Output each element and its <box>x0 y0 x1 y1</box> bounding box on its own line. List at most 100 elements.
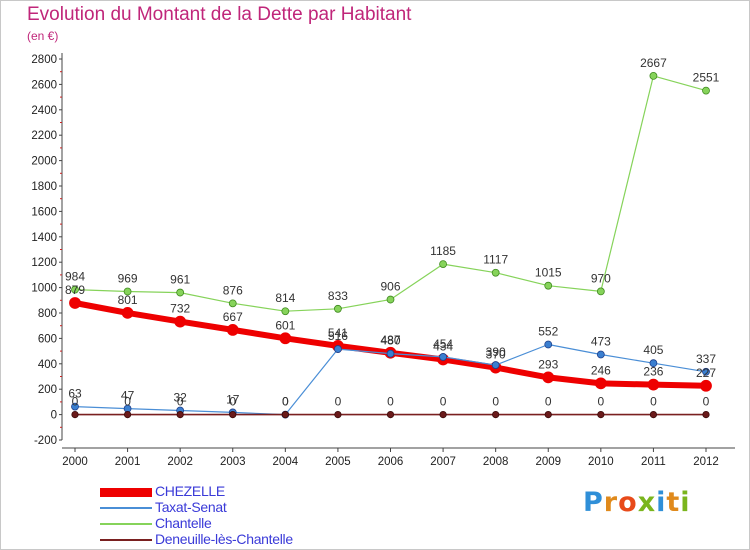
legend-swatch <box>100 523 152 525</box>
legend-swatch <box>100 539 152 541</box>
data-label-chantelle: 876 <box>223 283 243 297</box>
axes: -200020040060080010001200140016001800200… <box>31 53 735 468</box>
data-label-chantelle: 961 <box>170 273 190 287</box>
data-point-deneuille-l-s-chantelle <box>229 410 237 419</box>
data-point-chantelle <box>71 285 79 294</box>
x-tick-label: 2000 <box>62 456 88 468</box>
data-label-chezelle: 370 <box>486 348 506 362</box>
data-label-chezelle: 236 <box>643 365 663 379</box>
x-tick-label: 2009 <box>535 456 561 468</box>
data-point-deneuille-l-s-chantelle <box>439 410 447 419</box>
data-point-taxat-senat <box>544 340 553 349</box>
data-point-taxat-senat <box>702 367 710 376</box>
data-point-deneuille-l-s-chantelle <box>123 410 132 419</box>
data-label-taxat-senat: 390 <box>486 345 506 359</box>
data-label-deneuille-l-s-chantelle: 0 <box>177 395 184 409</box>
data-label-chezelle: 434 <box>433 339 453 353</box>
data-label-deneuille-l-s-chantelle: 0 <box>282 395 289 409</box>
data-point-chantelle <box>281 307 290 316</box>
data-label-chantelle: 984 <box>65 270 85 284</box>
y-tick-label: 2000 <box>31 156 57 168</box>
data-label-taxat-senat: 63 <box>68 387 82 401</box>
y-tick-label: 2600 <box>31 79 57 91</box>
data-point-chantelle <box>491 268 500 277</box>
data-point-chezelle <box>69 297 81 309</box>
legend-swatch <box>100 507 152 509</box>
data-label-deneuille-l-s-chantelle: 0 <box>387 395 394 409</box>
data-label-chezelle: 541 <box>328 326 348 340</box>
data-label-chantelle: 969 <box>118 272 138 286</box>
data-point-chantelle <box>334 304 342 313</box>
data-label-taxat-senat: 552 <box>538 324 558 338</box>
data-label-chantelle: 2667 <box>640 56 667 70</box>
data-label-deneuille-l-s-chantelle: 0 <box>703 395 710 409</box>
data-label-chezelle: 293 <box>538 357 558 371</box>
data-point-taxat-senat <box>439 353 447 361</box>
data-label-chantelle: 1015 <box>535 266 562 280</box>
data-point-chantelle <box>386 295 395 304</box>
data-point-chantelle <box>544 281 553 290</box>
y-tick-label: 400 <box>38 359 57 371</box>
data-label-chantelle: 833 <box>328 289 348 303</box>
data-label-chezelle: 667 <box>223 310 243 324</box>
data-label-chezelle: 879 <box>65 283 85 297</box>
data-point-chezelle <box>121 306 134 319</box>
legend-swatch <box>100 488 152 497</box>
data-point-taxat-senat <box>596 350 605 359</box>
data-point-chantelle <box>228 299 237 308</box>
data-point-taxat-senat <box>491 361 500 369</box>
legend-label: Taxat-Senat <box>155 499 227 515</box>
data-point-deneuille-l-s-chantelle <box>334 410 342 419</box>
data-label-deneuille-l-s-chantelle: 0 <box>124 395 131 409</box>
y-tick-label: 1400 <box>31 232 57 244</box>
data-label-chezelle: 487 <box>380 333 400 347</box>
data-label-taxat-senat: 337 <box>696 352 716 366</box>
data-label-chantelle: 1117 <box>483 253 508 267</box>
data-label-taxat-senat: 32 <box>173 391 187 405</box>
data-label-deneuille-l-s-chantelle: 0 <box>492 395 499 409</box>
data-label-chantelle: 970 <box>591 271 611 285</box>
y-tick-label: -200 <box>34 435 57 447</box>
data-label-deneuille-l-s-chantelle: 0 <box>650 395 657 409</box>
legend-label: Deneuille-lès-Chantelle <box>155 531 293 547</box>
data-label-taxat-senat: 454 <box>433 337 453 351</box>
proxiti-logo: Proxiti <box>583 487 691 518</box>
series-layer <box>69 71 712 419</box>
data-point-deneuille-l-s-chantelle <box>492 410 500 419</box>
data-label-taxat-senat: 0 <box>282 395 289 409</box>
data-point-chantelle <box>176 288 185 297</box>
y-tick-label: 800 <box>38 308 57 320</box>
data-point-chantelle <box>649 71 658 80</box>
y-tick-label: 2200 <box>31 130 57 142</box>
data-label-taxat-senat: 17 <box>226 392 240 406</box>
data-label-taxat-senat: 480 <box>380 334 400 348</box>
x-tick-label: 2004 <box>273 456 299 468</box>
chart-title: Evolution du Montant de la Dette par Hab… <box>27 4 412 25</box>
x-tick-label: 2010 <box>588 456 614 468</box>
data-label-deneuille-l-s-chantelle: 0 <box>545 395 552 409</box>
data-point-deneuille-l-s-chantelle <box>544 410 552 419</box>
data-point-deneuille-l-s-chantelle <box>702 410 710 419</box>
data-point-deneuille-l-s-chantelle <box>649 410 658 419</box>
data-label-chantelle: 814 <box>275 291 295 305</box>
data-point-deneuille-l-s-chantelle <box>597 410 605 419</box>
y-tick-label: 1800 <box>31 181 57 193</box>
data-label-deneuille-l-s-chantelle: 0 <box>72 395 79 409</box>
data-point-taxat-senat <box>386 349 395 358</box>
data-point-chezelle <box>226 323 239 336</box>
data-point-deneuille-l-s-chantelle <box>281 410 289 419</box>
data-point-chantelle <box>439 260 447 269</box>
data-point-deneuille-l-s-chantelle <box>176 410 184 419</box>
x-tick-label: 2012 <box>693 456 719 468</box>
data-label-deneuille-l-s-chantelle: 0 <box>597 395 604 409</box>
logo-letter: t <box>666 487 681 518</box>
data-point-deneuille-l-s-chantelle <box>386 410 395 419</box>
data-point-deneuille-l-s-chantelle <box>71 410 79 419</box>
data-point-taxat-senat <box>649 359 658 368</box>
x-tick-label: 2005 <box>325 456 351 468</box>
y-tick-label: 1200 <box>31 257 57 269</box>
data-label-chezelle: 801 <box>118 293 138 307</box>
x-tick-label: 2011 <box>641 456 666 468</box>
data-point-taxat-senat <box>71 402 79 411</box>
